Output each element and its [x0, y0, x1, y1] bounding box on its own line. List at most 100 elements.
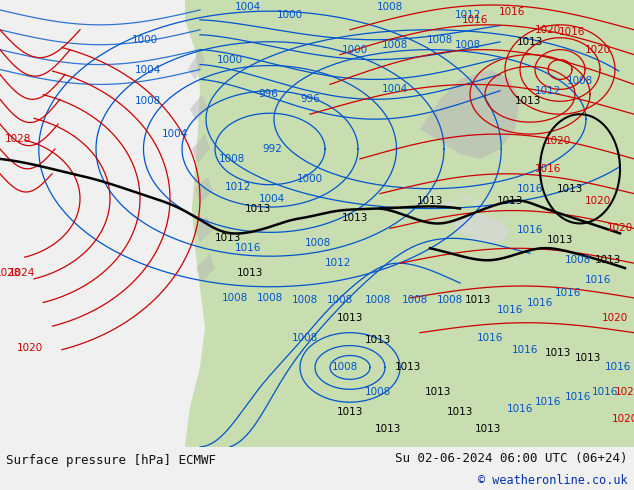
Text: 1016: 1016: [477, 333, 503, 343]
Text: 1016: 1016: [605, 363, 631, 372]
Text: 1013: 1013: [237, 268, 263, 278]
Text: 1016: 1016: [517, 225, 543, 235]
Text: 1020: 1020: [585, 45, 611, 55]
Text: 1013: 1013: [545, 347, 571, 358]
Polygon shape: [455, 214, 510, 244]
Text: 1016: 1016: [585, 275, 611, 285]
Text: 1004: 1004: [162, 129, 188, 139]
Text: 1016: 1016: [462, 15, 488, 25]
Text: 1016: 1016: [497, 305, 523, 315]
Text: 1008: 1008: [565, 255, 591, 265]
Text: 1004: 1004: [382, 84, 408, 95]
Text: 996: 996: [300, 94, 320, 104]
Text: 1000: 1000: [342, 45, 368, 55]
Text: 1013: 1013: [447, 407, 473, 417]
Text: 1008: 1008: [365, 387, 391, 397]
Text: 1016: 1016: [527, 298, 553, 308]
Text: 1020: 1020: [535, 25, 561, 35]
Text: 1008: 1008: [377, 2, 403, 12]
Text: 1013: 1013: [215, 233, 241, 244]
Text: 1020: 1020: [612, 414, 634, 424]
Text: 1008: 1008: [292, 295, 318, 305]
Polygon shape: [420, 70, 520, 159]
Text: 1013: 1013: [375, 424, 401, 434]
Polygon shape: [195, 217, 213, 243]
Text: 1020: 1020: [602, 313, 628, 323]
Text: 1016: 1016: [559, 27, 585, 37]
Text: 1013: 1013: [497, 196, 523, 206]
Text: 1013: 1013: [547, 235, 573, 245]
Text: 1000: 1000: [217, 54, 243, 65]
Text: 1013: 1013: [595, 255, 621, 265]
Polygon shape: [195, 177, 213, 203]
Text: 1004: 1004: [259, 194, 285, 204]
Text: © weatheronline.co.uk: © weatheronline.co.uk: [478, 474, 628, 487]
Text: 1004: 1004: [135, 65, 161, 74]
Text: 1013: 1013: [475, 424, 501, 434]
Text: 1013: 1013: [417, 196, 443, 206]
Text: 1016: 1016: [535, 164, 561, 174]
Text: 1016: 1016: [235, 243, 261, 253]
Text: 1008: 1008: [327, 295, 353, 305]
Text: 1008: 1008: [365, 295, 391, 305]
Text: 1008: 1008: [292, 333, 318, 343]
Ellipse shape: [502, 217, 509, 221]
Text: 1013: 1013: [342, 214, 368, 223]
Text: 1016: 1016: [535, 397, 561, 407]
Text: 1008: 1008: [257, 293, 283, 303]
Text: 1008: 1008: [455, 40, 481, 49]
Polygon shape: [196, 253, 215, 282]
Text: Su 02-06-2024 06:00 UTC (06+24): Su 02-06-2024 06:00 UTC (06+24): [395, 452, 628, 466]
Text: 1008: 1008: [567, 76, 593, 86]
Text: 1013: 1013: [395, 363, 421, 372]
Text: 1000: 1000: [132, 35, 158, 45]
Text: 1008: 1008: [332, 363, 358, 372]
Ellipse shape: [490, 209, 498, 214]
Text: 1020: 1020: [615, 387, 634, 397]
Text: 1012: 1012: [455, 10, 481, 20]
Polygon shape: [192, 134, 210, 164]
Text: 1000: 1000: [277, 10, 303, 20]
Text: 1016: 1016: [512, 344, 538, 355]
Text: 1020: 1020: [585, 196, 611, 206]
Polygon shape: [200, 0, 634, 447]
Text: 1012: 1012: [535, 86, 561, 97]
Text: 1008: 1008: [219, 154, 245, 164]
Text: 1016: 1016: [507, 404, 533, 414]
Text: 1016: 1016: [555, 288, 581, 298]
Polygon shape: [185, 0, 634, 447]
Text: 1008: 1008: [305, 238, 331, 248]
Text: 1016: 1016: [592, 387, 618, 397]
Ellipse shape: [472, 199, 482, 207]
Text: 1020: 1020: [607, 223, 633, 233]
Ellipse shape: [442, 200, 457, 209]
Text: 1016: 1016: [499, 7, 525, 17]
Text: 1013: 1013: [337, 407, 363, 417]
Text: 1020: 1020: [17, 343, 43, 353]
Text: 1028: 1028: [0, 268, 21, 278]
Text: 996: 996: [258, 89, 278, 99]
Text: 1008: 1008: [437, 295, 463, 305]
Polygon shape: [188, 49, 205, 79]
Text: 1004: 1004: [235, 2, 261, 12]
Text: 1008: 1008: [382, 40, 408, 49]
Text: 1000: 1000: [297, 174, 323, 184]
Polygon shape: [190, 95, 208, 121]
Text: 1016: 1016: [565, 392, 591, 402]
Text: 1012: 1012: [225, 182, 251, 192]
Text: 1013: 1013: [557, 184, 583, 194]
Text: 1013: 1013: [337, 313, 363, 323]
Text: 1028: 1028: [5, 134, 31, 144]
Text: 1012: 1012: [325, 258, 351, 268]
Text: 1013: 1013: [245, 203, 271, 214]
Text: 1013: 1013: [517, 37, 543, 47]
Text: 1013: 1013: [425, 387, 451, 397]
Text: 992: 992: [262, 144, 282, 154]
Text: 1008: 1008: [402, 295, 428, 305]
Ellipse shape: [460, 195, 472, 200]
Text: 1020: 1020: [545, 136, 571, 146]
Text: 1024: 1024: [9, 268, 36, 278]
Text: 1008: 1008: [135, 97, 161, 106]
Text: Surface pressure [hPa] ECMWF: Surface pressure [hPa] ECMWF: [6, 454, 216, 467]
Text: 1008: 1008: [427, 35, 453, 45]
